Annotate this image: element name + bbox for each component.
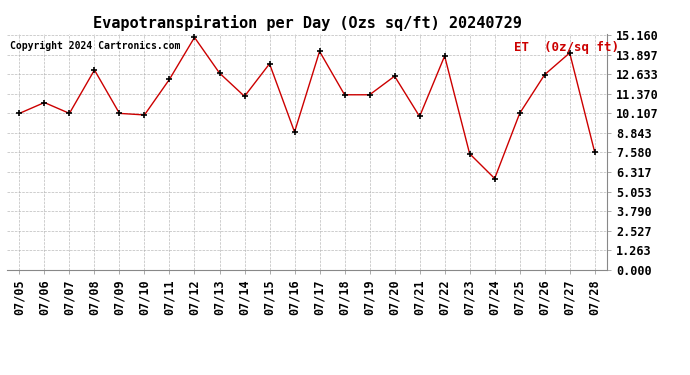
Title: Evapotranspiration per Day (Ozs sq/ft) 20240729: Evapotranspiration per Day (Ozs sq/ft) 2… <box>92 15 522 31</box>
Text: Copyright 2024 Cartronics.com: Copyright 2024 Cartronics.com <box>10 41 180 51</box>
Text: ET  (0z/sq ft): ET (0z/sq ft) <box>514 41 619 54</box>
